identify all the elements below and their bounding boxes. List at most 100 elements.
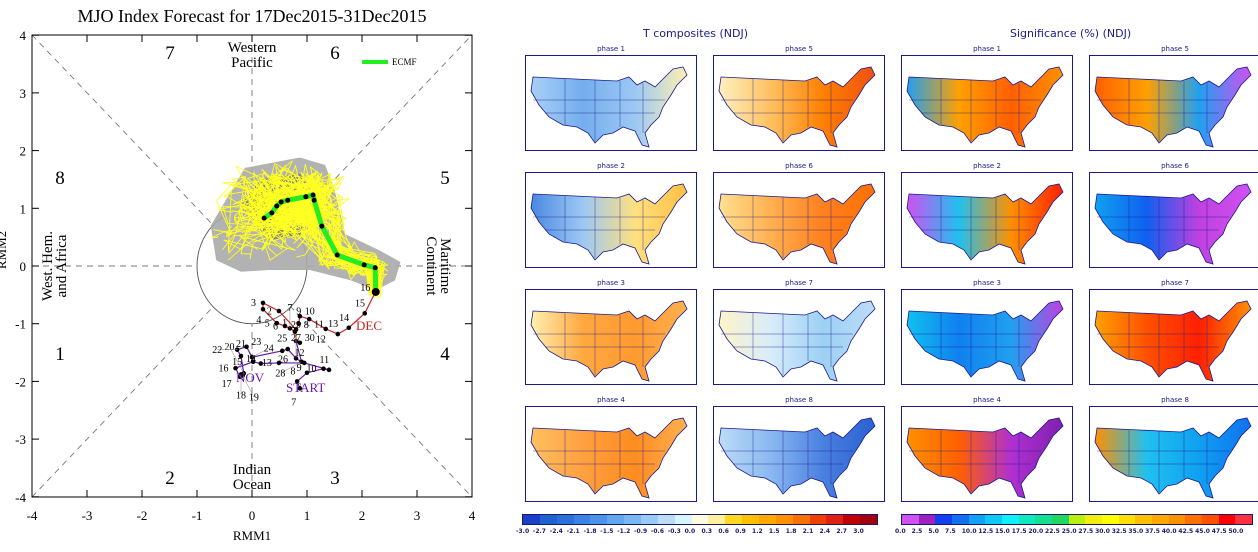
colorbar-tick-label: 47.5 <box>1211 528 1227 535</box>
observed_dec-point <box>335 331 341 337</box>
x-tick-label: 2 <box>359 508 366 523</box>
observed_nov-day-label: 20 <box>225 342 235 353</box>
colorbar-swatch <box>918 515 936 524</box>
colorbar-swatch <box>573 515 591 524</box>
observed_nov-day-label: 30 <box>305 333 315 344</box>
colorbar-swatch <box>809 515 827 524</box>
x-tick-label: -1 <box>192 508 203 523</box>
observed_nov-point <box>244 344 249 350</box>
colorbar-tick-label: 42.5 <box>1178 528 1194 535</box>
t-composite-map-phase-7 <box>713 289 885 385</box>
colorbar-tick-label: -2.7 <box>532 528 546 535</box>
colorbar-tick-label: -0.6 <box>650 528 664 535</box>
us-map-shape <box>1094 183 1252 265</box>
observed_nov-point <box>326 367 332 373</box>
colorbar-tick-label: 0.3 <box>701 528 713 535</box>
significance-map-phase-8-label: phase 8 <box>1161 396 1189 404</box>
observed_nov-day-label: 23 <box>251 337 261 348</box>
observed_dec-day-label: 1 <box>282 318 287 329</box>
significance-colorbar-labels: 0.0 2.5 5.0 7.5 10.0 12.5 15.0 17.5 20.0 22.5 25.0… <box>895 528 1245 535</box>
colorbar-swatch <box>843 515 861 524</box>
phase-number-8: 8 <box>55 168 65 189</box>
observed_nov-point <box>321 366 326 372</box>
significance-map-phase-1 <box>901 55 1073 151</box>
us-map-shape <box>718 66 876 148</box>
significance-map-phase-4-label: phase 4 <box>973 396 1001 404</box>
x-tick-label: 0 <box>249 508 256 523</box>
phase-number-2: 2 <box>165 468 175 489</box>
forecast-ecmf-point <box>274 203 280 209</box>
forecast-ecmf-point <box>371 287 380 296</box>
observed_dec-day-label: 16 <box>360 283 370 294</box>
significance-map-phase-5 <box>1089 55 1258 151</box>
colorbar-swatch <box>952 515 969 524</box>
colorbar-tick-label: 10.0 <box>961 528 977 535</box>
x-axis-label: RMM1 <box>233 528 271 543</box>
us-map-shape <box>906 183 1064 265</box>
region-label-west-hem: West. Hem. <box>40 231 56 301</box>
t-colorbar <box>522 514 878 525</box>
observed_dec-day-label: 8 <box>304 320 309 331</box>
colorbar-swatch <box>708 515 726 524</box>
observed_dec-day-label: 9 <box>296 307 301 318</box>
significance-map-phase-2-label: phase 2 <box>973 162 1001 170</box>
colorbar-swatch <box>1152 515 1169 524</box>
ensemble-member-line <box>233 164 389 289</box>
ensemble-member-line <box>254 173 380 299</box>
ensemble-member-line <box>260 174 378 292</box>
observed_dec-point <box>296 321 302 327</box>
us-map-shape <box>718 300 876 382</box>
colorbar-swatch <box>968 515 986 524</box>
state-borders <box>909 79 1041 141</box>
colorbar-tick-label: 2.5 <box>911 528 923 535</box>
observed_dec-day-label: 11 <box>314 319 324 330</box>
us-map-shape <box>718 417 876 499</box>
significance-map-phase-7 <box>1089 289 1258 385</box>
region-label-maritime: Continent <box>423 236 439 296</box>
state-borders <box>909 430 1041 492</box>
us-map-shape <box>906 66 1064 148</box>
colorbar-tick-label: 0.0 <box>895 528 906 535</box>
t-composite-map-phase-6-label: phase 6 <box>785 162 813 170</box>
state-borders <box>533 79 665 141</box>
colorbar-swatch <box>935 515 953 524</box>
colorbar-tick-label: 27.5 <box>1078 528 1094 535</box>
observed_nov-day-label: 12 <box>295 348 305 359</box>
y-tick-label: 4 <box>20 28 27 43</box>
t-composite-map-phase-2 <box>525 172 697 268</box>
colorbar-tick-label: 0.0 <box>684 528 696 535</box>
observed_nov-point <box>276 360 282 366</box>
observed_dec-point <box>276 308 282 314</box>
observed_dec-day-label: 2 <box>267 306 272 317</box>
significance-map-phase-8 <box>1089 406 1258 502</box>
phase-number-7: 7 <box>165 43 175 64</box>
state-borders <box>721 196 853 258</box>
colorbar-tick-label: 50.0 <box>1228 528 1244 535</box>
observed_nov-day-label: 17 <box>222 379 232 390</box>
region-label-indian-ocean: Ocean <box>233 477 272 493</box>
colorbar-swatch <box>860 515 878 524</box>
x-tick-label: -2 <box>137 508 148 523</box>
forecast-ecmf-point <box>261 215 267 221</box>
state-borders <box>909 196 1041 258</box>
observed_nov-day-label: 7 <box>291 397 296 408</box>
y-tick-label: -1 <box>15 317 26 332</box>
phase-number-5: 5 <box>440 168 450 189</box>
region-label-western-pacific: Western <box>228 40 277 56</box>
t-composite-map-phase-7-label: phase 7 <box>785 279 813 287</box>
observed_nov-day-label: 19 <box>249 392 259 403</box>
t-composite-map-phase-5-label: phase 5 <box>785 45 813 53</box>
nov-label: NOV <box>236 370 265 385</box>
observed_nov-day-label: 11 <box>320 355 330 366</box>
t-colorbar-labels: -3.0 -2.7 -2.4 -2.1 -1.8 -1.5 -1.2 -0.9 -0.6 -0.3… <box>516 528 870 535</box>
region-label-maritime: Maritime <box>437 238 453 294</box>
colorbar-tick-label: 2.4 <box>819 528 831 535</box>
t-composite-map-phase-5 <box>713 55 885 151</box>
colorbar-swatch <box>1085 515 1103 524</box>
colorbar-swatch <box>826 515 844 524</box>
state-borders <box>533 313 665 375</box>
observed_nov-point <box>285 346 291 352</box>
y-tick-label: -3 <box>15 432 26 447</box>
colorbar-tick-label: 1.2 <box>752 528 763 535</box>
colorbar-tick-label: 15.0 <box>995 528 1010 535</box>
